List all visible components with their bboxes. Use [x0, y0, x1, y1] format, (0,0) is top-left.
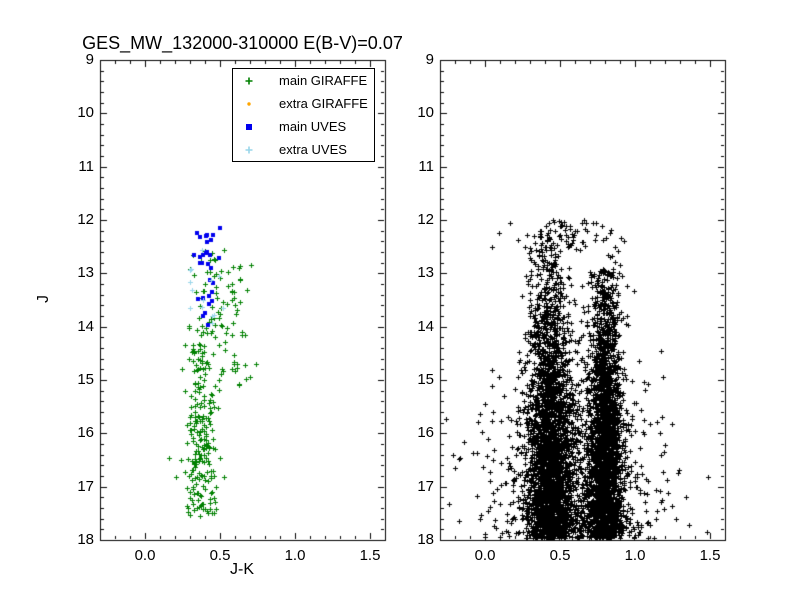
x-tick-label: 1.5 — [359, 547, 381, 564]
x-tick-label: 1.0 — [624, 547, 646, 564]
x-tick-label: 1.0 — [284, 547, 306, 564]
y-tick-label: 10 — [77, 104, 94, 122]
x-tick-label: 1.5 — [699, 547, 721, 564]
plus-marker-icon — [241, 144, 257, 156]
square-marker-icon — [241, 121, 257, 133]
legend-label: main UVES — [279, 119, 347, 134]
x-tick-label: 0.0 — [474, 547, 496, 564]
y-tick-label: 9 — [85, 51, 94, 68]
legend: main GIRAFFE extra GIRAFFE main UVES ext… — [232, 68, 375, 162]
y-tick-label: 12 — [77, 211, 94, 228]
plus-marker-icon — [241, 75, 257, 87]
legend-label: main GIRAFFE — [279, 73, 368, 88]
y-tick-label: 13 — [417, 264, 434, 282]
y-tick-label: 10 — [417, 104, 434, 122]
y-tick-label: 15 — [417, 371, 434, 388]
y-tick-label: 12 — [417, 211, 434, 228]
legend-item-main-giraffe: main GIRAFFE — [233, 70, 374, 92]
legend-label: extra UVES — [279, 142, 347, 157]
legend-item-extra-giraffe: extra GIRAFFE — [233, 93, 374, 115]
y-tick-label: 14 — [417, 317, 434, 335]
y-tick-label: 16 — [77, 424, 94, 442]
chart-title: GES_MW_132000-310000 E(B-V)=0.07 — [82, 33, 403, 53]
legend-item-extra-uves: extra UVES — [233, 139, 374, 161]
x-tick-label: 0.0 — [134, 547, 156, 564]
y-tick-label: 9 — [425, 51, 434, 68]
y-tick-label: 14 — [77, 317, 94, 335]
y-tick-label: 16 — [417, 424, 434, 442]
y-axis-label: J — [35, 295, 52, 303]
dot-marker-icon — [241, 98, 257, 110]
y-tick-label: 17 — [417, 477, 434, 495]
y-tick-label: 15 — [77, 371, 94, 388]
legend-item-main-uves: main UVES — [233, 116, 374, 138]
y-tick-label: 18 — [77, 531, 94, 548]
y-tick-label: 18 — [417, 531, 434, 548]
y-tick-label: 11 — [418, 157, 434, 175]
x-tick-label: 0.5 — [549, 547, 571, 564]
x-axis-label: J-K — [230, 561, 254, 578]
y-tick-label: 13 — [77, 264, 94, 282]
y-tick-label: 11 — [78, 157, 94, 175]
legend-label: extra GIRAFFE — [279, 96, 368, 111]
x-tick-label: 0.5 — [209, 547, 231, 564]
y-tick-label: 17 — [77, 477, 94, 495]
